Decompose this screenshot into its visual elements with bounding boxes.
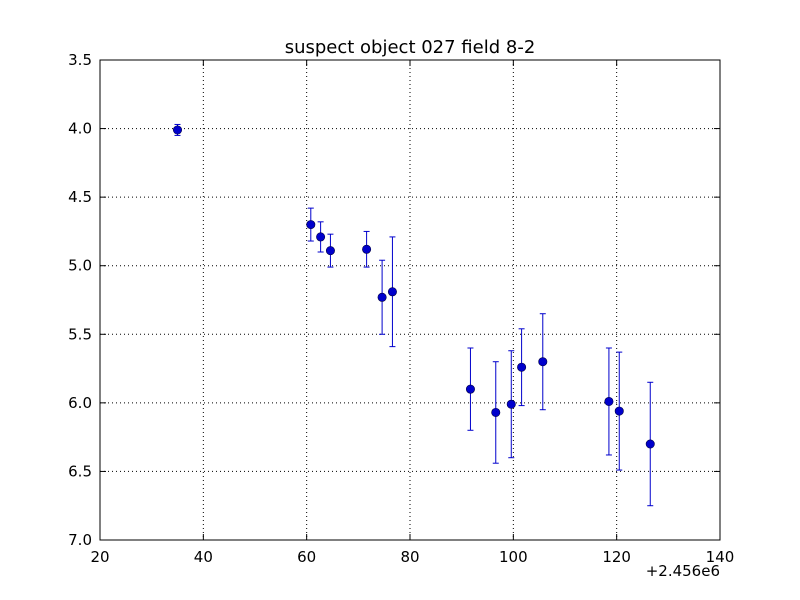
data-marker bbox=[604, 396, 614, 406]
data-point bbox=[325, 233, 335, 268]
data-point bbox=[387, 236, 397, 348]
data-point bbox=[465, 347, 475, 431]
data-marker bbox=[377, 292, 387, 302]
y-tick-label: 6.0 bbox=[68, 394, 92, 412]
x-tick-label: 120 bbox=[602, 548, 631, 566]
data-point bbox=[604, 347, 614, 456]
data-point bbox=[506, 350, 516, 459]
data-point bbox=[362, 230, 372, 268]
y-tick-label: 4.5 bbox=[68, 188, 92, 206]
data-marker bbox=[491, 407, 501, 417]
data-series bbox=[173, 123, 655, 507]
x-axis-offset-label: +2.456e6 bbox=[646, 562, 720, 580]
data-marker bbox=[325, 246, 335, 256]
data-point bbox=[491, 361, 501, 464]
data-marker bbox=[465, 384, 475, 394]
data-marker bbox=[517, 362, 527, 372]
data-point bbox=[316, 221, 326, 253]
y-tick-label: 5.0 bbox=[68, 257, 92, 275]
y-tick-label: 4.0 bbox=[68, 120, 92, 138]
x-tick-label: 20 bbox=[90, 548, 109, 566]
y-tick-label: 7.0 bbox=[68, 531, 92, 549]
x-tick-label: 80 bbox=[400, 548, 419, 566]
data-marker bbox=[645, 439, 655, 449]
x-axis: 20 40 60 80 100 120 140 bbox=[90, 60, 734, 566]
x-tick-label: 100 bbox=[499, 548, 528, 566]
grid-layer bbox=[100, 60, 720, 540]
y-tick-label: 3.5 bbox=[68, 51, 92, 69]
y-tick-label: 5.5 bbox=[68, 325, 92, 343]
data-marker bbox=[173, 125, 183, 135]
data-marker bbox=[506, 399, 516, 409]
data-marker bbox=[538, 357, 548, 367]
chart-title: suspect object 027 field 8-2 bbox=[285, 37, 536, 58]
data-point bbox=[517, 328, 527, 407]
x-tick-label: 60 bbox=[297, 548, 316, 566]
data-point bbox=[614, 351, 624, 471]
data-point bbox=[645, 381, 655, 507]
data-marker bbox=[306, 220, 316, 230]
data-marker bbox=[362, 244, 372, 254]
y-tick-label: 6.5 bbox=[68, 462, 92, 480]
y-axis: 3.5 4.0 4.5 5.0 5.5 6.0 6.5 7.0 bbox=[68, 51, 720, 549]
data-point bbox=[306, 207, 316, 242]
data-marker bbox=[614, 406, 624, 416]
data-point bbox=[538, 313, 548, 411]
data-marker bbox=[316, 232, 326, 242]
data-marker bbox=[387, 287, 397, 297]
data-point bbox=[173, 123, 183, 136]
data-point bbox=[377, 259, 387, 335]
x-tick-label: 40 bbox=[194, 548, 213, 566]
x-tick-label: 140 bbox=[706, 548, 735, 566]
